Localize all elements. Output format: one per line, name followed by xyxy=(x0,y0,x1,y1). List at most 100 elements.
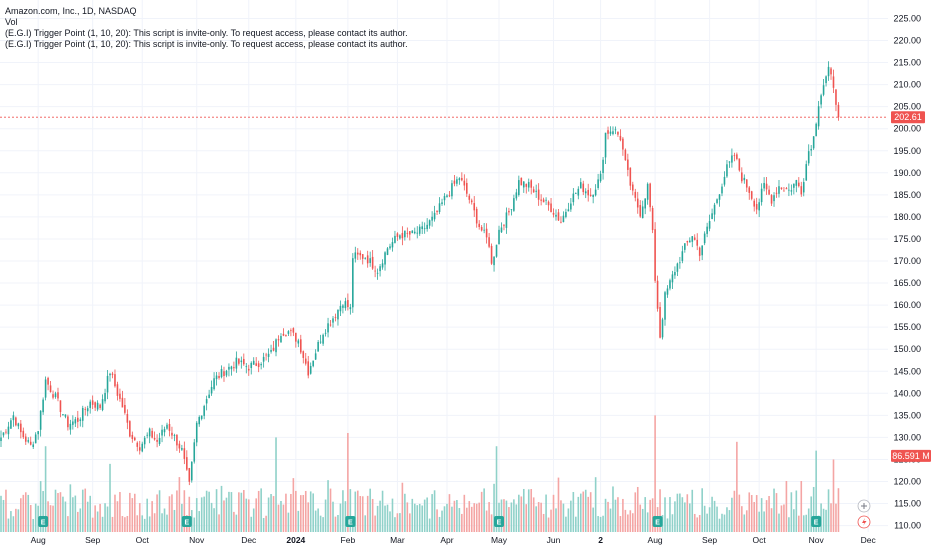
candle-body xyxy=(394,235,396,243)
volume-bar xyxy=(366,495,369,532)
candle-body xyxy=(233,367,235,369)
candle-body xyxy=(684,243,686,250)
volume-bar xyxy=(701,488,703,532)
volume-bar xyxy=(674,501,676,532)
candle-body xyxy=(72,421,74,425)
indicator-line-1[interactable]: (E.G.I) Trigger Point (1, 10, 20): This … xyxy=(5,28,408,38)
candle-body xyxy=(798,182,800,187)
candle-body xyxy=(644,198,646,209)
symbol-title[interactable]: Amazon.com, Inc., 1D, NASDAQ xyxy=(5,6,137,16)
earnings-badge[interactable]: E xyxy=(38,516,49,527)
volume-bar xyxy=(495,446,498,532)
volume-bar xyxy=(29,504,32,532)
earnings-badge[interactable]: E xyxy=(494,516,505,527)
candle-body xyxy=(703,233,706,244)
volume-bar xyxy=(74,495,77,532)
candle-body xyxy=(579,182,582,189)
price-tick-label: 120.00 xyxy=(893,477,921,487)
candle-body xyxy=(195,422,198,443)
candle-body xyxy=(651,208,654,231)
candle-body xyxy=(133,437,136,441)
volume-label[interactable]: Vol xyxy=(5,17,18,27)
volume-bar xyxy=(830,503,832,532)
volume-bar xyxy=(837,488,840,532)
volume-bar xyxy=(758,511,760,532)
candle-body xyxy=(228,366,230,370)
volume-bar xyxy=(49,505,52,532)
candle-body xyxy=(141,443,144,452)
price-tick-label: 165.00 xyxy=(893,278,921,288)
volume-bar xyxy=(136,515,139,532)
candle-body xyxy=(597,179,599,189)
candle-body xyxy=(173,435,176,436)
indicator-line-2[interactable]: (E.G.I) Trigger Point (1, 10, 20): This … xyxy=(5,39,408,49)
volume-bar xyxy=(20,498,22,532)
volume-bar xyxy=(262,518,265,532)
volume-bar xyxy=(428,518,431,532)
volume-bar xyxy=(743,514,746,532)
candle-body xyxy=(359,252,362,256)
candle-body xyxy=(376,272,379,274)
candle-body xyxy=(453,180,456,184)
add-alert-button[interactable] xyxy=(857,499,871,513)
earnings-badge[interactable]: E xyxy=(811,516,822,527)
volume-bar xyxy=(721,513,723,532)
candle-body xyxy=(547,201,550,206)
volume-bar xyxy=(693,513,696,532)
volume-bar xyxy=(364,515,367,532)
volume-bar xyxy=(463,494,466,532)
candle-body xyxy=(716,199,718,203)
earnings-badge[interactable]: E xyxy=(181,516,192,527)
volume-bar xyxy=(572,491,575,532)
volume-bar xyxy=(513,499,515,532)
candle-body xyxy=(401,232,404,239)
candle-body xyxy=(91,400,94,405)
time-tick-label: Dec xyxy=(241,535,257,545)
volume-bar xyxy=(515,504,518,532)
price-tag-label: 202.61 xyxy=(894,112,922,122)
candle-body xyxy=(265,354,267,356)
price-tick-label: 130.00 xyxy=(893,432,921,442)
earnings-badge[interactable]: E xyxy=(345,516,356,527)
volume-bar xyxy=(257,490,260,532)
candle-body xyxy=(193,442,196,462)
candle-body xyxy=(131,434,134,439)
earnings-badge-label: E xyxy=(655,520,660,527)
volume-bar xyxy=(176,490,178,532)
volume-bar xyxy=(448,494,451,532)
candle-body xyxy=(344,301,347,309)
candle-body xyxy=(302,351,305,358)
volume-bar xyxy=(835,503,837,532)
candle-body xyxy=(446,195,448,197)
quick-action-button[interactable] xyxy=(857,515,871,529)
candle-body xyxy=(10,420,12,429)
volume-bar xyxy=(141,515,144,532)
candle-body xyxy=(659,307,661,338)
volume-bar xyxy=(252,508,255,532)
volume-bar xyxy=(594,477,597,532)
volume-bar xyxy=(277,504,280,532)
time-axis[interactable]: Aug Sep Oct Nov Dec 2024 Feb Mar Apr May Jun 2 Aug Se… xyxy=(31,535,877,545)
volume-bar xyxy=(89,495,91,532)
volume-bar xyxy=(599,516,602,532)
volume-bar xyxy=(421,505,424,532)
candle-body xyxy=(203,406,205,416)
volume-bar xyxy=(547,517,550,532)
candle-body xyxy=(738,158,741,171)
candle-body xyxy=(518,180,520,196)
earnings-badge[interactable]: E xyxy=(652,516,663,527)
candle-body xyxy=(793,183,795,188)
volume-bar xyxy=(456,500,458,532)
candle-body xyxy=(166,424,168,429)
candle-body xyxy=(54,393,57,398)
candle-body xyxy=(267,353,270,357)
candle-body xyxy=(639,205,642,217)
candle-body xyxy=(832,76,835,88)
candle-body xyxy=(404,230,406,238)
volume-bar xyxy=(225,497,228,532)
candle-body xyxy=(148,428,151,437)
volume-bar xyxy=(245,498,248,532)
candle-body xyxy=(225,370,228,376)
